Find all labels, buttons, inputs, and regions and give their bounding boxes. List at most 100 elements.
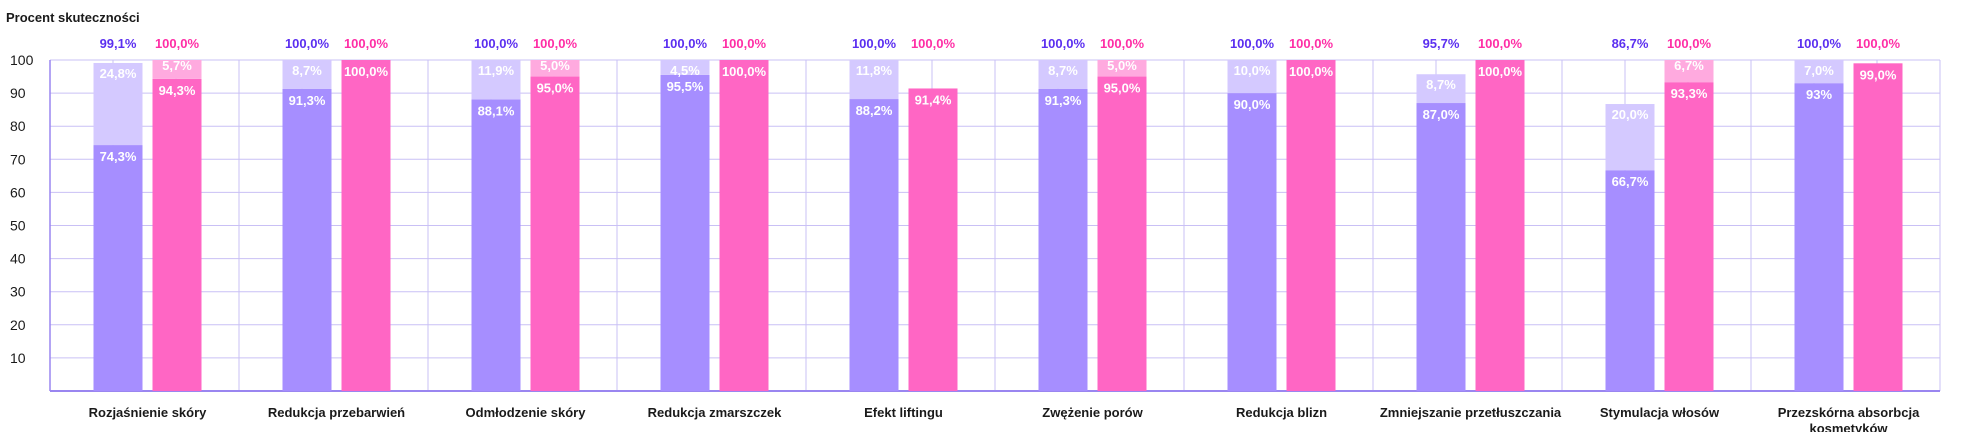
data-label-purple-base: 66,7% xyxy=(1612,174,1649,189)
data-label-pink-base: 100,0% xyxy=(1478,64,1523,79)
data-label-purple-top: 11,9% xyxy=(478,63,515,78)
bar-purple-base xyxy=(1038,88,1088,391)
total-label-pink: 100,0% xyxy=(1289,36,1334,51)
x-category-label: kosmetyków xyxy=(1809,421,1888,432)
data-label-purple-top: 8,7% xyxy=(1048,63,1078,78)
bar-purple-base xyxy=(849,99,899,392)
data-label-pink-base: 91,4% xyxy=(915,92,952,107)
bar-pink-base xyxy=(1286,60,1336,391)
bar-pink-base xyxy=(530,76,580,392)
total-label-purple: 100,0% xyxy=(663,36,708,51)
bar-pink-top xyxy=(152,60,202,79)
x-category-label: Redukcja zmarszczek xyxy=(648,405,782,420)
data-label-purple-top: 10,0% xyxy=(1234,63,1271,78)
bar-purple-top xyxy=(93,62,143,146)
total-label-purple: 95,7% xyxy=(1423,36,1460,51)
data-label-purple-base: 91,3% xyxy=(1045,93,1082,108)
data-label-pink-base: 94,3% xyxy=(159,83,196,98)
data-label-purple-top: 4,5% xyxy=(670,63,700,78)
bar-purple-base xyxy=(471,99,521,391)
data-label-purple-top: 20,0% xyxy=(1612,107,1649,122)
data-label-purple-base: 88,2% xyxy=(856,103,893,118)
bar-pink-base xyxy=(341,60,391,391)
y-axis-title: Procent skuteczności xyxy=(6,10,140,25)
total-label-purple: 100,0% xyxy=(852,36,897,51)
y-tick-label: 10 xyxy=(10,350,26,366)
bar-purple-base xyxy=(1794,83,1844,392)
data-label-purple-top: 7,0% xyxy=(1804,63,1834,78)
x-category-label: Redukcja przebarwień xyxy=(268,405,405,420)
x-category-label: Stymulacja włosów xyxy=(1600,405,1720,420)
x-category-label: Odmłodzenie skóry xyxy=(466,405,587,420)
x-category-label: Redukcja blizn xyxy=(1236,405,1327,420)
data-label-purple-base: 74,3% xyxy=(100,149,137,164)
data-label-purple-base: 87,0% xyxy=(1423,107,1460,122)
total-label-purple: 100,0% xyxy=(285,36,330,51)
bar-purple-top xyxy=(1038,60,1088,89)
bar-pink-base xyxy=(908,88,958,391)
data-label-pink-base: 95,0% xyxy=(537,81,574,96)
bar-purple-top xyxy=(1416,74,1466,104)
data-label-pink-base: 100,0% xyxy=(722,64,767,79)
total-label-pink: 100,0% xyxy=(1856,36,1901,51)
total-label-purple: 86,7% xyxy=(1612,36,1649,51)
y-tick-label: 100 xyxy=(10,52,34,68)
data-label-pink-base: 93,3% xyxy=(1671,86,1708,101)
data-label-purple-top: 8,7% xyxy=(1426,77,1456,92)
data-label-pink-base: 99,0% xyxy=(1860,67,1897,82)
x-category-label: Efekt liftingu xyxy=(864,405,943,420)
bar-pink-base xyxy=(1097,76,1147,392)
bar-purple-base xyxy=(93,145,143,391)
data-label-pink-top: 5,7% xyxy=(162,58,192,73)
y-tick-label: 30 xyxy=(10,284,26,300)
data-label-pink-base: 100,0% xyxy=(344,64,389,79)
y-tick-label: 80 xyxy=(10,118,26,134)
bar-purple-base xyxy=(1416,103,1466,391)
data-label-purple-base: 93% xyxy=(1806,87,1832,102)
bar-pink-top xyxy=(1097,60,1147,77)
total-label-pink: 100,0% xyxy=(533,36,578,51)
y-tick-label: 20 xyxy=(10,317,26,333)
y-tick-label: 70 xyxy=(10,151,26,167)
y-tick-label: 90 xyxy=(10,85,26,101)
data-label-purple-top: 8,7% xyxy=(292,63,322,78)
bar-pink-base xyxy=(152,78,202,391)
bar-purple-top xyxy=(660,60,710,75)
bar-purple-top xyxy=(1227,60,1277,94)
bar-purple-top xyxy=(1794,60,1844,84)
data-label-purple-base: 90,0% xyxy=(1234,97,1271,112)
bar-purple-base xyxy=(1227,93,1277,391)
x-category-label: Przezskórna absorbcja xyxy=(1778,405,1920,420)
bar-purple-base xyxy=(660,74,710,392)
total-label-purple: 100,0% xyxy=(1230,36,1275,51)
total-label-pink: 100,0% xyxy=(911,36,956,51)
bar-purple-base xyxy=(1605,170,1655,391)
total-label-pink: 100,0% xyxy=(155,36,200,51)
bar-pink-base xyxy=(1664,82,1714,391)
bar-purple-top xyxy=(1605,104,1655,171)
total-label-purple: 100,0% xyxy=(474,36,519,51)
data-label-pink-top: 6,7% xyxy=(1674,58,1704,73)
y-tick-label: 60 xyxy=(10,184,26,200)
data-label-pink-base: 95,0% xyxy=(1104,81,1141,96)
bar-pink-base xyxy=(719,60,769,391)
data-label-purple-top: 24,8% xyxy=(100,66,137,81)
data-label-purple-base: 95,5% xyxy=(667,79,704,94)
data-label-pink-top: 5,0% xyxy=(1107,58,1137,73)
bar-pink-top xyxy=(1664,60,1714,83)
y-tick-label: 50 xyxy=(10,218,26,234)
x-category-label: Zmniejszanie przetłuszczania xyxy=(1380,405,1562,420)
bar-purple-base xyxy=(282,88,332,391)
bar-pink-top xyxy=(530,60,580,77)
total-label-purple: 99,1% xyxy=(100,36,137,51)
bar-purple-top xyxy=(849,60,899,100)
data-label-purple-base: 91,3% xyxy=(289,93,326,108)
y-tick-label: 40 xyxy=(10,251,26,267)
bar-purple-top xyxy=(471,60,521,100)
data-label-purple-top: 11,8% xyxy=(856,63,893,78)
bar-pink-base xyxy=(1475,60,1525,391)
total-label-pink: 100,0% xyxy=(1478,36,1523,51)
total-label-pink: 100,0% xyxy=(1667,36,1712,51)
x-category-label: Rozjaśnienie skóry xyxy=(89,405,208,420)
